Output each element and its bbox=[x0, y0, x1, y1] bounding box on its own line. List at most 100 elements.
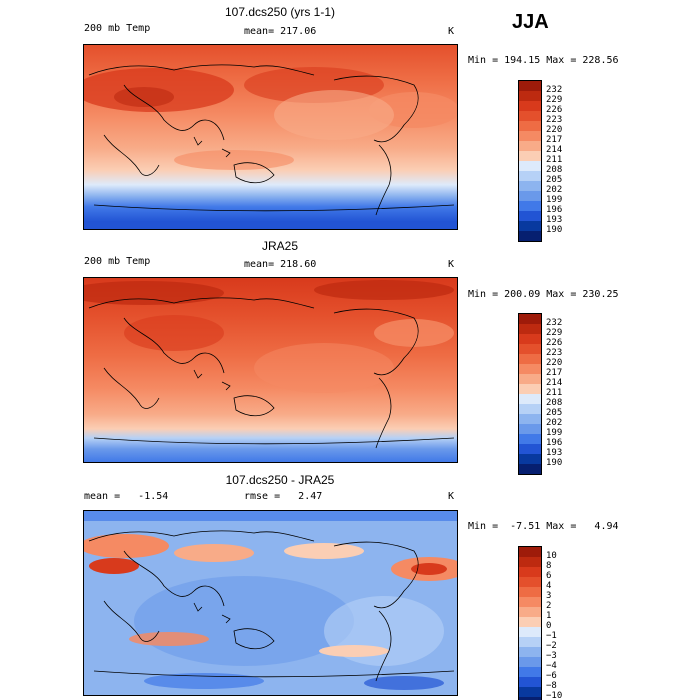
panel-1-units: K bbox=[448, 26, 455, 37]
colorbar-swatch bbox=[519, 454, 541, 464]
colorbar-swatch bbox=[519, 394, 541, 404]
colorbar-tick-label: 220 bbox=[546, 358, 563, 368]
panel-1-variable-label: 200 mb Temp bbox=[84, 23, 151, 34]
colorbar-tick-label: 208 bbox=[546, 398, 563, 408]
colorbar-tick-label: 196 bbox=[546, 438, 563, 448]
colorbar-tick-label: 193 bbox=[546, 448, 563, 458]
colorbar-tick-label: 223 bbox=[546, 115, 563, 125]
colorbar-tick-label: 202 bbox=[546, 185, 563, 195]
panel-2-title: JRA25 bbox=[261, 239, 299, 253]
colorbar-swatch bbox=[519, 687, 541, 697]
colorbar-tick-label: 199 bbox=[546, 195, 563, 205]
panel-1-mean-label: mean= 217.06 bbox=[244, 26, 317, 37]
colorbar-swatch bbox=[519, 211, 541, 221]
colorbar-swatch bbox=[519, 354, 541, 364]
colorbar-tick-label: 211 bbox=[546, 155, 563, 165]
colorbar-tick-label: 232 bbox=[546, 318, 563, 328]
colorbar-tick-label: 223 bbox=[546, 348, 563, 358]
panel-3-rmse-label: rmse = 2.47 bbox=[244, 491, 323, 502]
panel-2-colorbar bbox=[518, 313, 542, 475]
colorbar-swatch bbox=[519, 231, 541, 241]
colorbar-swatch bbox=[519, 364, 541, 374]
panel-3-map-field bbox=[84, 511, 457, 695]
panel-2-mean-label: mean= 218.60 bbox=[244, 259, 317, 270]
panel-2-min-max: Min = 200.09 Max = 230.25 bbox=[468, 289, 619, 300]
colorbar-swatch bbox=[519, 617, 541, 627]
panel-2-variable-label: 200 mb Temp bbox=[84, 256, 151, 267]
panel-2-map bbox=[83, 277, 458, 463]
colorbar-tick-label: 0 bbox=[546, 621, 552, 631]
colorbar-swatch bbox=[519, 647, 541, 657]
colorbar-tick-label: 1 bbox=[546, 611, 552, 621]
colorbar-tick-label: 4 bbox=[546, 581, 552, 591]
colorbar-swatch bbox=[519, 424, 541, 434]
colorbar-swatch bbox=[519, 221, 541, 231]
colorbar-tick-label: 217 bbox=[546, 135, 563, 145]
colorbar-tick-label: −10 bbox=[546, 691, 563, 700]
colorbar-tick-label: 10 bbox=[546, 551, 557, 561]
colorbar-swatch bbox=[519, 121, 541, 131]
colorbar-tick-label: −3 bbox=[546, 651, 557, 661]
panel-3-mean-label: mean = -1.54 bbox=[84, 491, 169, 502]
colorbar-swatch bbox=[519, 161, 541, 171]
colorbar-swatch bbox=[519, 111, 541, 121]
colorbar-tick-label: 205 bbox=[546, 175, 563, 185]
panel-3-min-max: Min = -7.51 Max = 4.94 bbox=[468, 521, 619, 532]
panel-1-min-max: Min = 194.15 Max = 228.56 bbox=[468, 55, 619, 66]
panel-1-map-field bbox=[84, 45, 457, 229]
colorbar-tick-label: −8 bbox=[546, 681, 557, 691]
season-title: JJA bbox=[512, 11, 549, 33]
colorbar-tick-label: 196 bbox=[546, 205, 563, 215]
colorbar-swatch bbox=[519, 414, 541, 424]
colorbar-swatch bbox=[519, 587, 541, 597]
panel-2-units: K bbox=[448, 259, 455, 270]
colorbar-swatch bbox=[519, 101, 541, 111]
colorbar-swatch bbox=[519, 314, 541, 324]
colorbar-tick-label: 214 bbox=[546, 145, 563, 155]
colorbar-swatch bbox=[519, 91, 541, 101]
colorbar-swatch bbox=[519, 677, 541, 687]
colorbar-tick-label: 229 bbox=[546, 95, 563, 105]
colorbar-swatch bbox=[519, 344, 541, 354]
colorbar-swatch bbox=[519, 557, 541, 567]
colorbar-tick-label: 226 bbox=[546, 105, 563, 115]
colorbar-swatch bbox=[519, 181, 541, 191]
colorbar-swatch bbox=[519, 324, 541, 334]
colorbar-swatch bbox=[519, 191, 541, 201]
colorbar-tick-label: 8 bbox=[546, 561, 552, 571]
colorbar-swatch bbox=[519, 637, 541, 647]
panel-3-units: K bbox=[448, 491, 455, 502]
colorbar-tick-label: 232 bbox=[546, 85, 563, 95]
colorbar-swatch bbox=[519, 151, 541, 161]
colorbar-tick-label: 2 bbox=[546, 601, 552, 611]
colorbar-swatch bbox=[519, 404, 541, 414]
colorbar-swatch bbox=[519, 334, 541, 344]
colorbar-tick-label: 220 bbox=[546, 125, 563, 135]
colorbar-swatch bbox=[519, 627, 541, 637]
panel-3-map bbox=[83, 510, 458, 696]
panel-1-colorbar bbox=[518, 80, 542, 242]
colorbar-swatch bbox=[519, 697, 541, 700]
colorbar-tick-label: 190 bbox=[546, 458, 563, 468]
colorbar-swatch bbox=[519, 131, 541, 141]
colorbar-tick-label: 217 bbox=[546, 368, 563, 378]
colorbar-tick-label: 226 bbox=[546, 338, 563, 348]
colorbar-swatch bbox=[519, 464, 541, 474]
colorbar-swatch bbox=[519, 597, 541, 607]
colorbar-tick-label: 3 bbox=[546, 591, 552, 601]
colorbar-tick-label: 211 bbox=[546, 388, 563, 398]
panel-3-colorbar bbox=[518, 546, 542, 700]
colorbar-tick-label: 190 bbox=[546, 225, 563, 235]
colorbar-swatch bbox=[519, 567, 541, 577]
colorbar-tick-label: −2 bbox=[546, 641, 557, 651]
colorbar-swatch bbox=[519, 547, 541, 557]
panel-3-title: 107.dcs250 - JRA25 bbox=[225, 473, 335, 487]
colorbar-tick-label: 6 bbox=[546, 571, 552, 581]
panel-1-title: 107.dcs250 (yrs 1-1) bbox=[224, 5, 336, 19]
colorbar-swatch bbox=[519, 201, 541, 211]
colorbar-tick-label: 208 bbox=[546, 165, 563, 175]
colorbar-swatch bbox=[519, 657, 541, 667]
colorbar-swatch bbox=[519, 384, 541, 394]
colorbar-tick-label: −4 bbox=[546, 661, 557, 671]
